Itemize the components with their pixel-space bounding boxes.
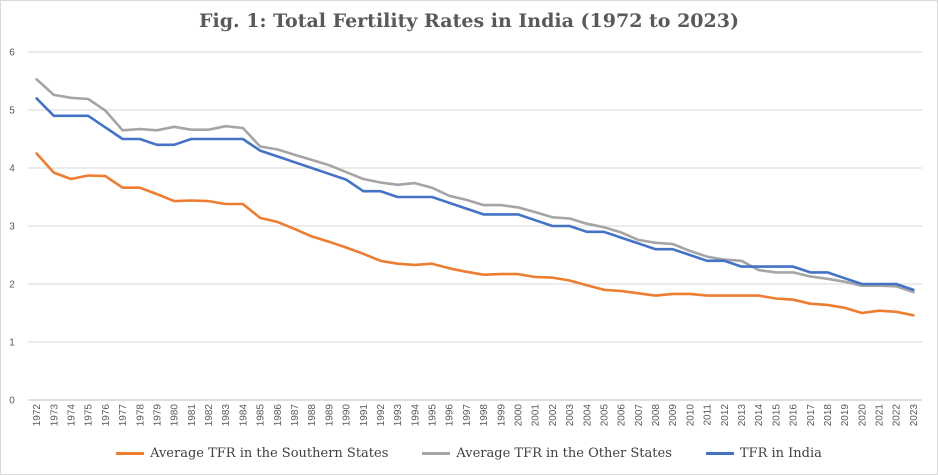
x-tick-label: 1999 [496, 404, 507, 427]
x-tick-label: 2002 [548, 404, 559, 427]
x-tick-label: 1988 [307, 404, 318, 427]
y-tick-label: 1 [9, 338, 15, 349]
x-tick-label: 1987 [290, 404, 301, 427]
x-tick-label: 2021 [875, 404, 886, 427]
series-lines [35, 78, 915, 317]
x-tick-label: 1995 [428, 404, 439, 427]
x-tick-label: 1993 [393, 404, 404, 427]
x-tick-label: 2006 [617, 404, 628, 427]
legend-label-other: Average TFR in the Other States [456, 446, 672, 461]
x-tick-label: 1978 [135, 404, 146, 427]
series-line-1 [35, 78, 915, 294]
x-tick-label: 1984 [238, 404, 249, 427]
x-tick-label: 1992 [376, 404, 387, 427]
y-tick-label: 0 [9, 396, 15, 407]
y-tick-label: 4 [9, 164, 15, 175]
y-tick-label: 5 [9, 106, 15, 117]
x-tick-label: 2015 [771, 404, 782, 427]
y-tick-label: 6 [9, 48, 15, 59]
legend-swatch-other [422, 452, 451, 455]
grid-lines [28, 51, 922, 401]
x-tick-label: 2014 [754, 404, 765, 427]
x-tick-label: 2016 [789, 404, 800, 427]
x-tick-label: 1990 [342, 404, 353, 427]
legend-item-southern: Average TFR in the Southern States [116, 446, 388, 461]
x-tick-label: 1996 [445, 404, 456, 427]
x-tick-label: 2013 [737, 404, 748, 427]
x-tick-label: 2011 [703, 404, 714, 426]
x-tick-label: 1974 [66, 404, 77, 427]
x-tick-label: 1977 [118, 404, 129, 427]
x-tick-label: 2003 [565, 404, 576, 427]
x-tick-label: 2004 [582, 404, 593, 427]
y-axis: 0 1 2 3 4 5 6 [9, 48, 15, 407]
y-tick-label: 2 [9, 280, 15, 291]
legend-label-southern: Average TFR in the Southern States [150, 446, 389, 461]
legend: Average TFR in the Southern States Avera… [0, 446, 938, 461]
x-tick-label: 1976 [101, 404, 112, 427]
x-tick-label: 2022 [892, 404, 903, 427]
x-tick-label: 1972 [32, 404, 43, 427]
x-tick-label: 2012 [720, 404, 731, 427]
x-tick-label: 1994 [410, 404, 421, 427]
series-line-2 [35, 97, 915, 292]
x-tick-label: 2000 [513, 404, 524, 427]
legend-swatch-southern [116, 452, 145, 455]
line-chart: 0 1 2 3 4 5 6 1972 1973 1974 1975 1976 1977 1978 1979… [9, 48, 922, 427]
legend-item-other: Average TFR in the Other States [422, 446, 672, 461]
x-tick-label: 1986 [273, 404, 284, 427]
x-tick-label: 1980 [170, 404, 181, 427]
x-tick-label: 1991 [359, 404, 370, 427]
x-tick-label: 2017 [806, 404, 817, 427]
x-tick-label: 2020 [857, 404, 868, 427]
x-tick-label: 1983 [221, 404, 232, 427]
x-tick-label: 2018 [823, 404, 834, 427]
x-tick-label: 1998 [479, 404, 490, 427]
x-tick-label: 2019 [840, 404, 851, 427]
x-tick-label: 1989 [324, 404, 335, 427]
x-tick-label: 1981 [187, 404, 198, 427]
x-tick-label: 1973 [49, 404, 60, 427]
x-tick-label: 1985 [256, 404, 267, 427]
x-tick-label: 2008 [651, 404, 662, 427]
series-line-0 [35, 152, 915, 317]
x-tick-label: 1997 [462, 404, 473, 427]
x-tick-label: 2010 [685, 404, 696, 427]
legend-swatch-india [705, 452, 734, 455]
x-axis: 1972 1973 1974 1975 1976 1977 1978 1979 1980 1981… [32, 404, 920, 427]
x-tick-label: 1982 [204, 404, 215, 427]
x-tick-label: 2007 [634, 404, 645, 427]
x-tick-label: 2001 [531, 404, 542, 427]
x-tick-label: 2009 [668, 404, 679, 427]
x-tick-label: 2023 [909, 404, 920, 427]
chart-title: Fig. 1: Total Fertility Rates in India (… [199, 10, 739, 32]
y-tick-label: 3 [9, 222, 15, 233]
x-tick-label: 1975 [84, 404, 95, 427]
x-tick-label: 1979 [152, 404, 163, 427]
legend-item-india: TFR in India [705, 446, 822, 461]
x-tick-label: 2005 [599, 404, 610, 427]
legend-label-india: TFR in India [739, 446, 822, 461]
